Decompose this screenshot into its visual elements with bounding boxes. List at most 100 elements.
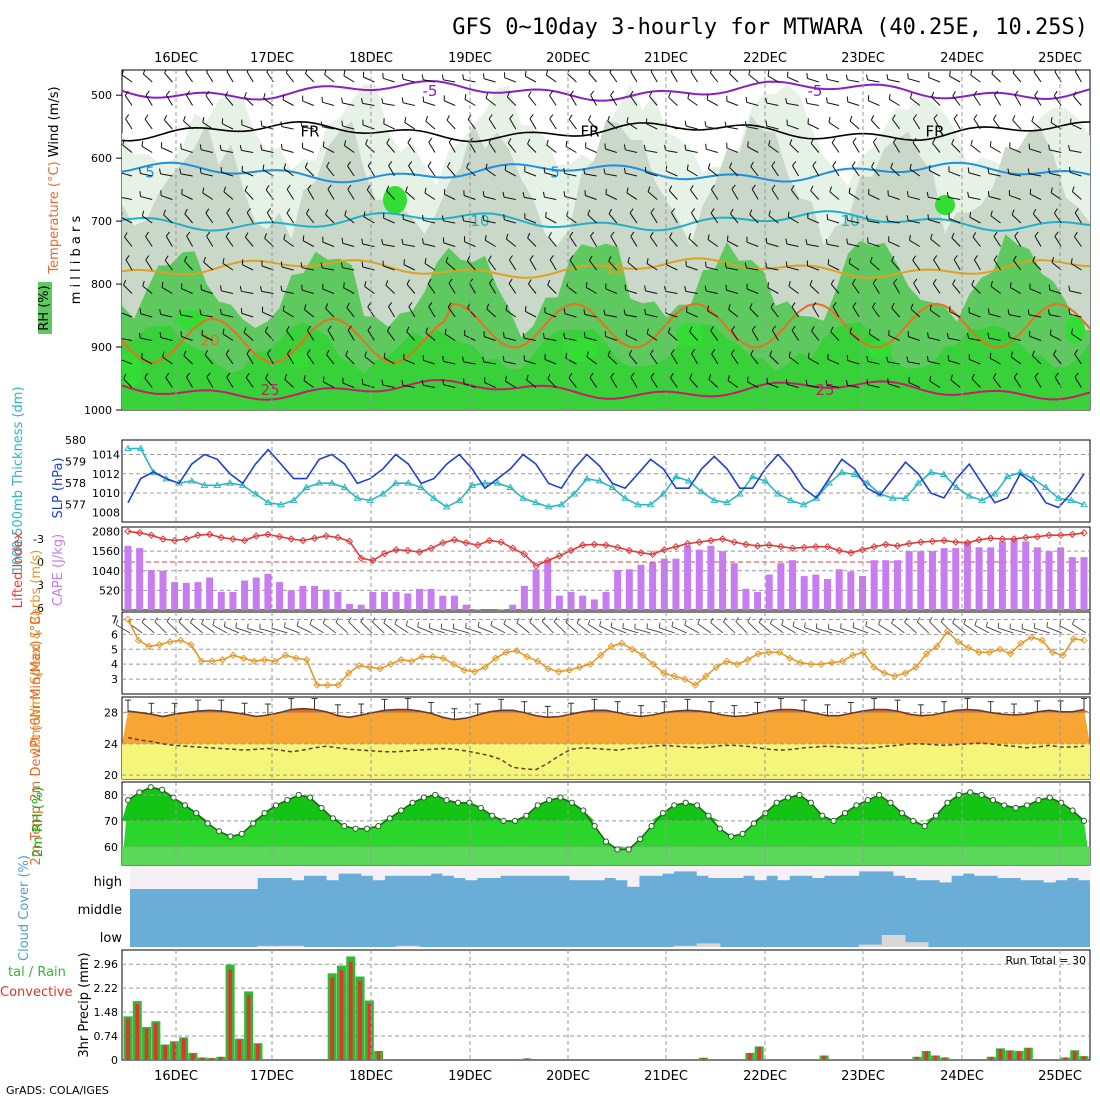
wind-barb <box>199 167 213 177</box>
wind-barb <box>284 374 294 388</box>
rh2m-line-point <box>489 812 496 819</box>
rh-cell <box>562 338 598 362</box>
cape-bar <box>602 591 610 610</box>
wind-barb <box>381 97 395 106</box>
cloud-level-label: low <box>100 931 123 946</box>
wind-barb <box>747 141 759 153</box>
wind-barb <box>731 325 739 341</box>
bottom-date-label: 18DEC <box>349 1069 393 1084</box>
li-line-point <box>194 531 202 539</box>
wind-barb <box>285 70 294 83</box>
wind-barb <box>1008 190 1021 200</box>
wind-barb <box>908 377 921 388</box>
wind-barb <box>604 331 617 341</box>
thickness-line-point <box>430 494 438 501</box>
li-line-point <box>893 542 902 550</box>
wind-barb <box>669 232 678 247</box>
wind-barb <box>751 325 759 341</box>
li-line-point <box>322 532 330 540</box>
thickness-line-point <box>264 498 273 506</box>
cape-bar <box>264 573 272 610</box>
wind10m-barb <box>792 621 808 634</box>
cloud-high-gap <box>511 867 524 876</box>
wind10m-barb <box>428 622 445 634</box>
cape-tick: 520 <box>99 584 120 597</box>
wind-barb <box>630 70 638 83</box>
wind10m-barb <box>178 617 191 634</box>
wind-speed-line-point <box>901 669 910 677</box>
temp2m-line <box>127 707 1085 721</box>
wind-barb <box>588 115 597 130</box>
wind-barb <box>365 139 375 153</box>
wind-barb <box>145 231 153 247</box>
wind-barb <box>832 161 840 177</box>
li-line-point <box>334 533 342 542</box>
wind-barb <box>422 355 436 365</box>
wind-barb <box>1029 188 1042 200</box>
wind-barb <box>906 215 920 224</box>
wind-barb <box>224 91 234 106</box>
li-line-point <box>509 544 517 552</box>
precip-convective-bar <box>748 1053 752 1060</box>
wind-barb <box>730 349 739 365</box>
axis-tick-label: 2.22 <box>94 982 119 995</box>
wind-barb <box>644 285 658 294</box>
rh-color-swatch <box>38 282 52 334</box>
wind-speed-line-point <box>681 675 689 683</box>
wind-barb <box>650 372 658 388</box>
cloud-low-bar <box>291 945 304 947</box>
wind-barb <box>320 262 335 271</box>
wind10m-barb <box>622 623 639 634</box>
wind-barb <box>608 208 618 224</box>
wind10m-barb <box>212 620 228 634</box>
thickness-line-point <box>863 479 872 486</box>
wind-barb <box>610 372 618 388</box>
wind10m-barb <box>646 623 663 634</box>
wind-speed-line-point <box>386 660 395 668</box>
li-line-point <box>497 538 505 546</box>
cape-bar <box>870 560 878 610</box>
wind10m-barb <box>283 622 300 634</box>
precip-convective-bar <box>144 1028 149 1060</box>
wind-barb <box>690 185 699 200</box>
wind-barb <box>888 330 900 341</box>
precip-convective-bar <box>1072 1050 1077 1060</box>
li-line-point <box>718 535 727 543</box>
wind-barb <box>425 115 436 130</box>
wind-barb <box>644 308 658 318</box>
wind-barb <box>347 325 355 341</box>
thickness-line-point <box>1003 472 1012 480</box>
wind-barb <box>307 184 315 200</box>
pressure-tick: 500 <box>91 89 112 102</box>
wind-barb <box>929 375 941 388</box>
wind-barb <box>382 72 395 83</box>
wind-barb <box>123 279 133 294</box>
wind-speed-line-point <box>1038 636 1046 645</box>
wind-barb <box>322 376 335 388</box>
cape-bar <box>334 591 342 610</box>
precip-convective-bar <box>228 969 232 1060</box>
cape-tick: 2080 <box>92 526 120 539</box>
wind-barb <box>138 332 153 341</box>
wind-speed-line-point <box>712 663 721 671</box>
axis-tick-label: 7 <box>111 613 118 626</box>
cape-bar <box>287 590 295 610</box>
pressure-axis-title: m i l l i b a r s <box>69 216 84 305</box>
wind-speed-line-point <box>176 636 185 645</box>
wind-barb <box>993 255 1002 271</box>
wind-barb <box>970 70 981 83</box>
cape-bar <box>987 547 995 610</box>
wind10m-panel: 3 4 5 6 7 <box>111 611 1091 695</box>
wind-speed-line-point <box>534 657 542 665</box>
wind-barb <box>1069 166 1082 177</box>
wind-barb <box>851 161 860 177</box>
wind-barb <box>749 209 759 224</box>
cape-bar <box>719 551 727 610</box>
wind-barb <box>1053 208 1062 224</box>
cloud-high-gap <box>1032 867 1045 881</box>
wind-barb <box>1007 168 1021 177</box>
axis-tick-label: 0 <box>111 1054 118 1067</box>
wind-barb <box>304 162 315 177</box>
cloud-high-gap <box>557 867 571 876</box>
